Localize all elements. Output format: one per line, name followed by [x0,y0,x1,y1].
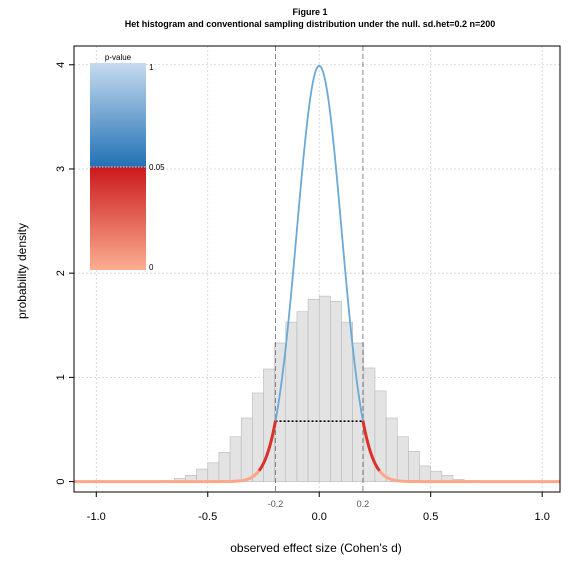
histogram-bar [240,417,253,482]
null-curve [74,64,560,484]
chart-subtitle: Het histogram and conventional sampling … [125,19,496,29]
histogram-bar [363,367,376,482]
null-curve-right-tail [378,469,560,484]
histogram-bar [396,436,409,482]
plot-frame [73,45,561,493]
legend-gradient-red [90,167,146,270]
x-axis-label: observed effect size (Cohen's d) [230,541,402,555]
y-tick-label: 3 [55,166,67,172]
histogram-bar [385,417,398,482]
null-curve-right-significant [361,420,381,472]
histogram-bar [218,452,231,482]
legend-label-mid: 0.05 [149,163,165,172]
x-tick-label: 0.5 [423,511,438,523]
reference-line-label: 0.2 [357,499,370,509]
x-tick-label: 1.0 [535,511,550,523]
histogram-bar [330,301,342,482]
legend-gradient-blue [90,63,146,167]
chart-title: Figure 1 [292,7,327,17]
histogram-bar [307,298,320,482]
y-tick-label: 0 [55,479,67,485]
histogram-bar [207,462,220,482]
histogram-bar [263,368,275,482]
histogram-bar [229,436,242,482]
y-tick-label: 1 [55,374,67,380]
x-tick-label: -0.5 [198,511,217,523]
histogram-bar [196,468,209,482]
histogram-bar [318,295,331,482]
legend-title: p-value [105,53,132,62]
histogram-bar [341,321,353,482]
histogram [162,295,476,482]
legend-label-bottom: 0 [149,263,154,272]
histogram-bar [408,451,420,482]
x-tick-label: -1.0 [87,511,106,523]
null-curve-left-tail [74,469,261,484]
histogram-bar [419,465,431,482]
reference-line-label: -0.2 [268,499,284,509]
legend: p-value 1 0.05 0 [90,53,165,272]
y-tick-label: 4 [55,62,67,68]
histogram-bar [285,321,298,482]
null-curve-center [274,64,364,421]
histogram-bar [296,311,309,482]
y-tick-label: 2 [55,270,67,276]
y-axis-label: probability density [15,223,29,319]
histogram-bar [430,470,443,482]
x-tick-label: 0.0 [312,511,327,523]
axes: -1.0 -0.5 0.0 0.5 1.0 0 1 2 3 4 [55,45,561,523]
legend-label-top: 1 [149,63,154,72]
null-curve-left-significant [257,420,278,472]
